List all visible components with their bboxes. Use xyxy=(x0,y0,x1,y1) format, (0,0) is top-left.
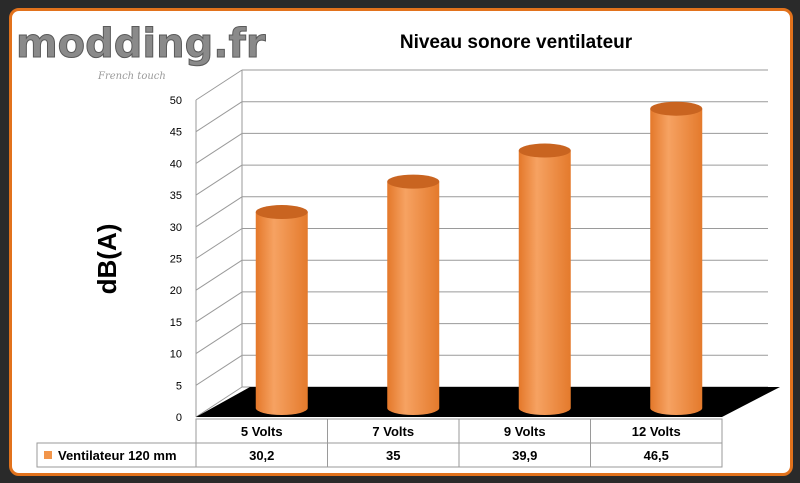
y-tick-label: 45 xyxy=(170,127,182,139)
data-label: 35 xyxy=(386,448,400,463)
data-label: 39,9 xyxy=(512,448,537,463)
bar-top xyxy=(650,101,703,116)
bar-body xyxy=(255,212,308,415)
data-label: 30,2 xyxy=(249,448,274,463)
bar xyxy=(387,174,440,415)
y-tick-label: 10 xyxy=(170,349,182,361)
y-tick-label: 5 xyxy=(176,380,182,392)
gridline-side xyxy=(195,196,243,228)
gridline-side xyxy=(195,291,243,323)
logo-brand-text: modding.fr xyxy=(16,21,266,67)
bar-body xyxy=(650,108,703,415)
gridline-side xyxy=(195,354,243,386)
y-tick-label: 40 xyxy=(170,158,182,170)
bar xyxy=(650,101,703,415)
data-table: 5 Volts 7 Volts 9 Volts 12 Volts 30,2 35 39,9 4… xyxy=(36,418,723,468)
gridline-side xyxy=(195,164,243,196)
bar-body xyxy=(518,150,571,415)
gridline-side xyxy=(195,259,243,291)
gridline-side xyxy=(195,69,243,101)
floor-plane xyxy=(196,387,780,417)
bars xyxy=(255,101,703,415)
chart-title: Niveau sonore ventilateur xyxy=(400,32,633,53)
x-tick-label: 7 Volts xyxy=(372,424,414,439)
gridline-side xyxy=(195,228,243,259)
bar-top xyxy=(518,143,571,158)
y-tick-label: 15 xyxy=(170,317,182,329)
x-tick-label: 9 Volts xyxy=(504,424,546,439)
legend-swatch xyxy=(44,451,52,459)
y-tick-labels: 0 5 10 15 20 25 30 35 40 45 50 xyxy=(170,95,182,424)
bar-body xyxy=(387,181,440,415)
y-tick-label: 20 xyxy=(170,285,182,297)
bar xyxy=(518,143,571,415)
chart-floor xyxy=(196,387,780,417)
gridline-side xyxy=(195,101,243,133)
gridline-side xyxy=(195,132,243,164)
chart-area: modding.fr French touch Niveau sonore ve… xyxy=(16,21,780,468)
y-tick-label: 30 xyxy=(170,222,182,234)
y-axis-label: dB(A) xyxy=(92,224,122,295)
y-tick-label: 25 xyxy=(170,254,182,266)
y-tick-label: 50 xyxy=(170,95,182,107)
gridline-side xyxy=(195,323,243,355)
gridline-side xyxy=(195,386,243,418)
data-label: 46,5 xyxy=(644,448,669,463)
logo-tagline-text: French touch xyxy=(97,71,166,82)
chart-panel: modding.fr French touch Niveau sonore ve… xyxy=(9,8,793,476)
bar-top xyxy=(387,174,440,189)
legend-series-name: Ventilateur 120 mm xyxy=(58,448,177,463)
x-tick-label: 5 Volts xyxy=(241,424,283,439)
y-tick-label: 35 xyxy=(170,190,182,202)
bar xyxy=(255,205,308,415)
table-data-row xyxy=(36,442,723,468)
y-tick-label: 0 xyxy=(176,412,182,424)
logo: modding.fr French touch xyxy=(16,21,267,83)
x-tick-label: 12 Volts xyxy=(632,424,681,439)
bar-top xyxy=(255,205,308,220)
